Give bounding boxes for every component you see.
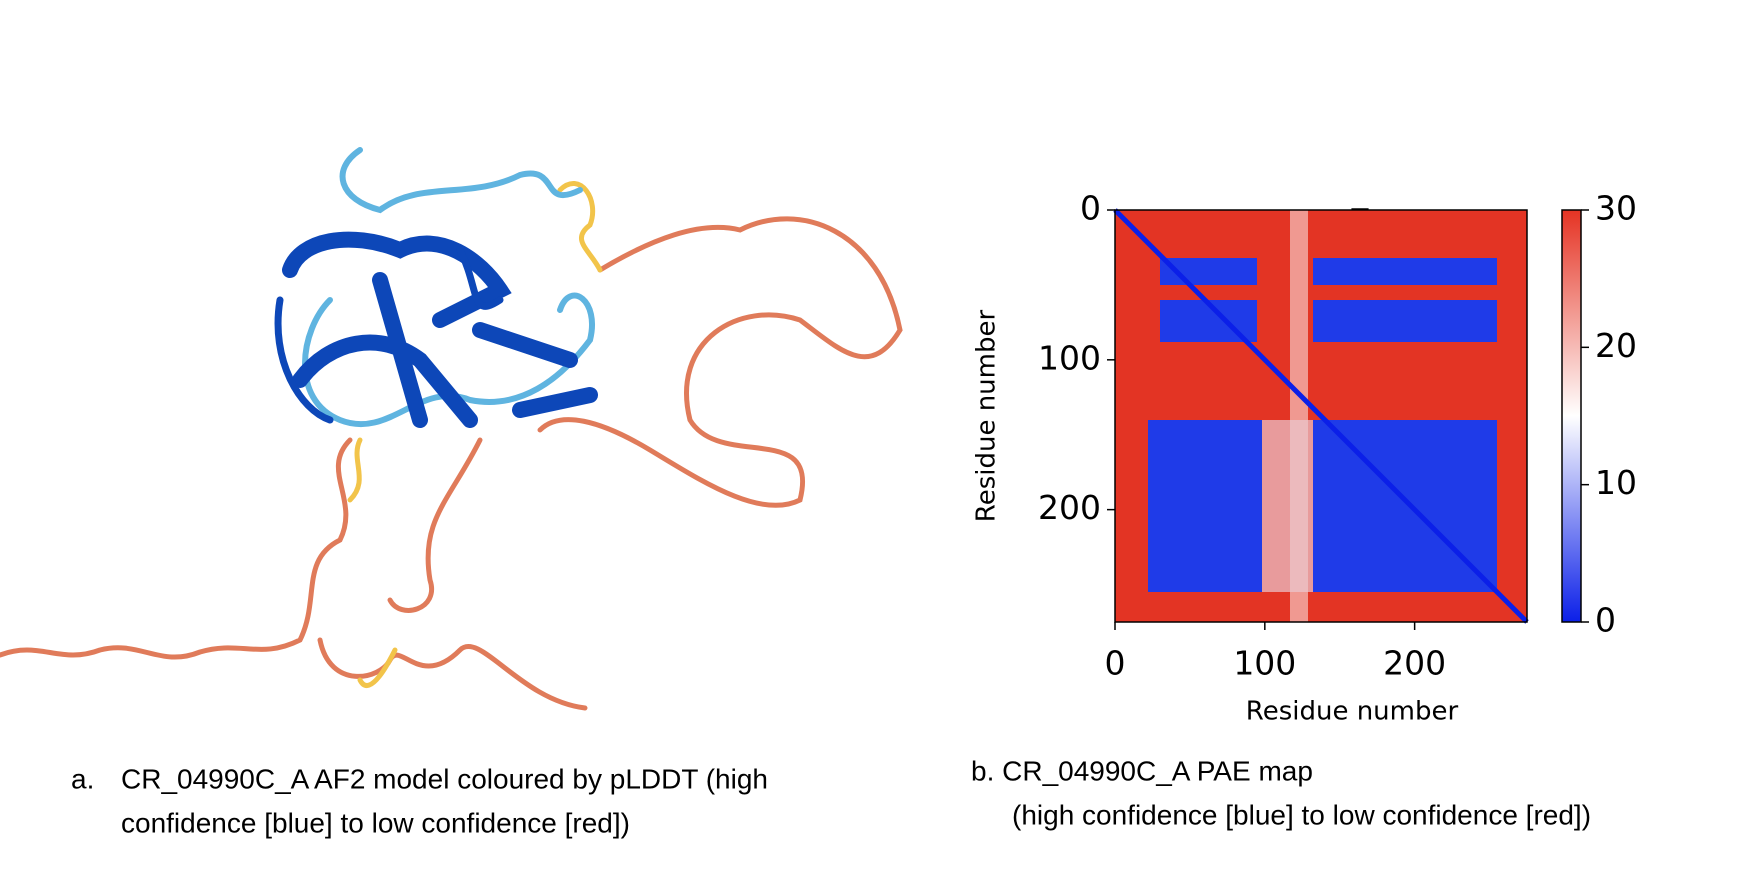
y-axis-label: Residue number <box>972 310 1002 523</box>
caption-line: b. CR_04990C_A PAE map <box>971 755 1313 786</box>
colorbar-tick-label: 10 <box>1595 463 1637 502</box>
caption-label: a. <box>71 763 94 794</box>
y-tick-label: 200 <box>1038 488 1101 527</box>
y-tick-label: 0 <box>1080 189 1101 228</box>
caption-line: CR_04990C_A AF2 model coloured by pLDDT … <box>121 763 768 794</box>
x-axis-label: Residue number <box>1246 697 1459 727</box>
x-tick-label: 0 <box>1105 644 1126 683</box>
colorbar-tick-label: 30 <box>1595 189 1637 228</box>
y-tick-label: 100 <box>1038 338 1101 377</box>
colorbar-tick-label: 20 <box>1595 326 1637 365</box>
x-tick-label: 100 <box>1233 644 1296 683</box>
colorbar <box>1561 209 1582 623</box>
x-tick-label: 200 <box>1383 644 1446 683</box>
caption-line: (high confidence [blue] to low confidenc… <box>1012 799 1591 830</box>
protein-model <box>0 147 903 711</box>
colorbar-tick-label: 0 <box>1595 601 1616 640</box>
caption-line: confidence [blue] to low confidence [red… <box>121 807 630 838</box>
heatmap <box>1113 208 1529 624</box>
chart-title: _ <box>1351 172 1369 211</box>
